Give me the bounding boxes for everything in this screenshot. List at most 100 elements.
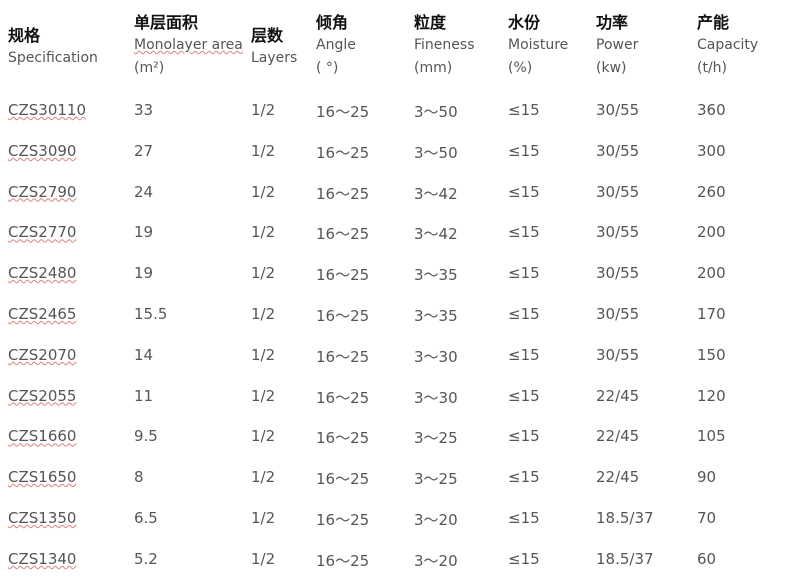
cell-specification: CZS2480 [8, 264, 77, 283]
cell-specification: CZS1650 [8, 468, 77, 487]
cell-power: 22/45 [596, 386, 640, 405]
cell-fineness: 3～42 [414, 225, 458, 244]
table-row: CZS1660 9.5 1/2 16～25 3～25 ≤15 22/45 105 [0, 427, 790, 447]
cell-monolayer-area: 19 [134, 223, 154, 242]
cell-monolayer-area: 11 [134, 386, 154, 405]
header-capacity-zh: 产能 [697, 13, 730, 32]
table-row: CZS3090 27 1/2 16～25 3～50 ≤15 30/55 300 [0, 142, 790, 162]
cell-angle: 16～25 [316, 470, 370, 489]
header-power-zh: 功率 [596, 13, 629, 32]
header-angle-en: Angle [316, 37, 356, 53]
cell-angle: 16～25 [316, 551, 370, 570]
header-fineness: 粒度 Fineness (mm) [414, 11, 474, 80]
cell-power: 30/55 [596, 305, 640, 323]
cell-power: 30/55 [596, 223, 640, 242]
cell-layers: 1/2 [251, 386, 276, 405]
cell-capacity: 70 [697, 509, 717, 527]
cell-power: 30/55 [596, 182, 640, 201]
header-moisture-en: Moisture [508, 37, 569, 53]
header-capacity: 产能 Capacity (t/h) [697, 11, 758, 80]
cell-fineness: 3～50 [414, 143, 458, 162]
cell-power: 22/45 [596, 468, 640, 487]
cell-moisture: ≤15 [508, 141, 540, 160]
header-layers: 层数 Layers [251, 24, 297, 70]
cell-fineness: 3～20 [414, 551, 458, 570]
cell-monolayer-area: 27 [134, 141, 154, 160]
cell-specification: CZS2770 [8, 223, 77, 242]
cell-moisture: ≤15 [508, 223, 540, 242]
cell-fineness: 3～50 [414, 103, 458, 121]
cell-capacity: 170 [697, 305, 726, 323]
table-row: CZS2790 24 1/2 16～25 3～42 ≤15 30/55 260 [0, 183, 790, 203]
cell-layers: 1/2 [251, 182, 276, 201]
header-layers-zh: 层数 [251, 26, 284, 45]
cell-layers: 1/2 [251, 468, 276, 487]
cell-fineness: 3～30 [414, 347, 458, 366]
cell-power: 22/45 [596, 427, 640, 446]
cell-monolayer-area: 33 [134, 101, 154, 119]
header-fineness-unit: (mm) [414, 60, 453, 76]
cell-specification: CZS1340 [8, 549, 77, 568]
table-row: CZS30110 33 1/2 16～25 3～50 ≤15 30/55 360 [0, 101, 790, 121]
cell-specification: CZS1660 [8, 427, 77, 446]
cell-angle: 16～25 [316, 103, 370, 121]
cell-moisture: ≤15 [508, 101, 540, 119]
cell-monolayer-area: 6.5 [134, 509, 158, 527]
cell-moisture: ≤15 [508, 305, 540, 323]
cell-power: 30/55 [596, 264, 640, 283]
cell-fineness: 3～25 [414, 470, 458, 489]
cell-moisture: ≤15 [508, 549, 540, 568]
cell-fineness: 3～25 [414, 429, 458, 448]
header-layers-en: Layers [251, 50, 298, 66]
table-row: CZS2480 19 1/2 16～25 3～35 ≤15 30/55 200 [0, 264, 790, 284]
table-row: CZS2770 19 1/2 16～25 3～42 ≤15 30/55 200 [0, 223, 790, 243]
cell-capacity: 260 [697, 182, 726, 201]
cell-fineness: 3～20 [414, 511, 458, 529]
cell-capacity: 200 [697, 223, 726, 242]
cell-monolayer-area: 14 [134, 345, 154, 364]
cell-moisture: ≤15 [508, 264, 540, 283]
header-power: 功率 Power (kw) [596, 11, 638, 80]
header-fineness-zh: 粒度 [414, 13, 447, 32]
cell-capacity: 150 [697, 345, 726, 364]
cell-moisture: ≤15 [508, 468, 540, 487]
header-monolayer-area: 单层面积 Monolayer area (m²) [134, 11, 243, 80]
cell-fineness: 3～42 [414, 184, 458, 203]
header-specification: 规格 Specification [8, 24, 98, 70]
cell-specification: CZS2070 [8, 345, 77, 364]
cell-capacity: 90 [697, 468, 717, 487]
cell-capacity: 60 [697, 549, 717, 568]
cell-fineness: 3～35 [414, 266, 458, 285]
cell-angle: 16～25 [316, 143, 370, 162]
header-specification-en: Specification [8, 50, 98, 66]
header-specification-zh: 规格 [8, 26, 41, 45]
cell-specification: CZS2055 [8, 386, 77, 405]
cell-moisture: ≤15 [508, 509, 540, 527]
header-moisture-zh: 水份 [508, 13, 541, 32]
cell-specification: CZS3090 [8, 141, 77, 160]
cell-layers: 1/2 [251, 141, 276, 160]
table-row: CZS1340 5.2 1/2 16～25 3～20 ≤15 18.5/37 60 [0, 550, 790, 570]
cell-angle: 16～25 [316, 225, 370, 244]
cell-monolayer-area: 8 [134, 468, 144, 487]
cell-specification: CZS30110 [8, 101, 86, 119]
cell-layers: 1/2 [251, 305, 276, 323]
cell-layers: 1/2 [251, 264, 276, 283]
header-moisture-unit: (%) [508, 60, 533, 76]
cell-angle: 16～25 [316, 388, 370, 407]
cell-moisture: ≤15 [508, 386, 540, 405]
header-angle-zh: 倾角 [316, 13, 349, 32]
cell-layers: 1/2 [251, 427, 276, 446]
table-row: CZS1650 8 1/2 16～25 3～25 ≤15 22/45 90 [0, 468, 790, 488]
cell-fineness: 3～35 [414, 307, 458, 325]
cell-monolayer-area: 19 [134, 264, 154, 283]
cell-monolayer-area: 24 [134, 182, 154, 201]
cell-layers: 1/2 [251, 223, 276, 242]
cell-layers: 1/2 [251, 345, 276, 364]
cell-moisture: ≤15 [508, 345, 540, 364]
header-power-unit: (kw) [596, 60, 627, 76]
cell-specification: CZS2465 [8, 305, 77, 323]
table-row: CZS2465 15.5 1/2 16～25 3～35 ≤15 30/55 170 [0, 305, 790, 325]
cell-angle: 16～25 [316, 266, 370, 285]
